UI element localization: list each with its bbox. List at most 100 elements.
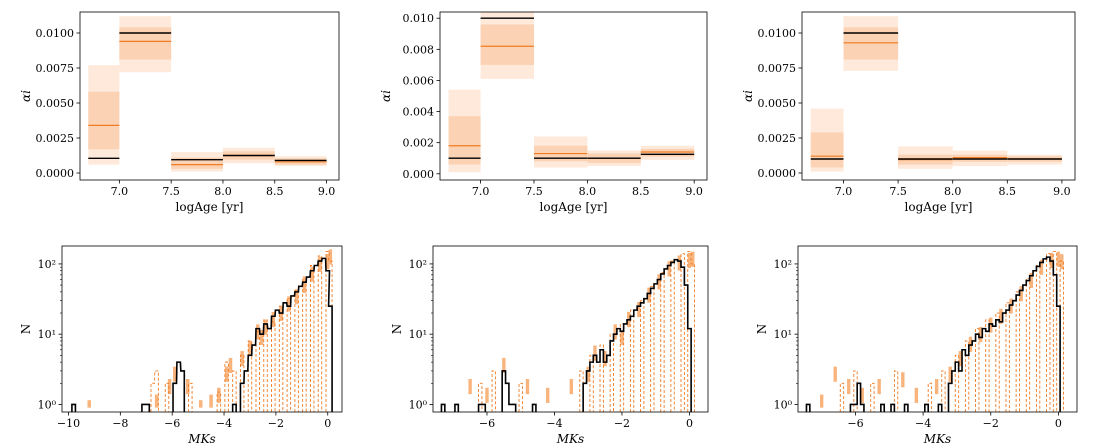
hist-band-bar bbox=[198, 400, 203, 408]
hist-band-bar bbox=[593, 345, 597, 361]
hist-band-bar bbox=[287, 296, 291, 312]
hist-band-bar bbox=[1056, 251, 1061, 267]
magnitude-histogram-panel-left: −10 −8 −6 −4 −2 0 10⁰ 10¹ 10² MKs N bbox=[19, 245, 343, 446]
y-axis-label: αi bbox=[19, 90, 33, 102]
inner-credible-band bbox=[171, 157, 223, 169]
axes-frame bbox=[797, 245, 1078, 413]
hist-band-bar bbox=[603, 351, 607, 367]
y-tick-label: 0.008 bbox=[403, 43, 435, 56]
hist-band-bar bbox=[647, 287, 651, 303]
x-tick-label: 8.5 bbox=[999, 185, 1017, 198]
y-tick-label: 0.0075 bbox=[36, 62, 75, 75]
x-axis-label: MKs bbox=[923, 432, 951, 446]
hist-band-bar bbox=[217, 387, 221, 403]
x-tick-label: 7.0 bbox=[835, 185, 853, 198]
x-tick-label: −6 bbox=[847, 417, 863, 430]
y-axis-label: αi bbox=[379, 90, 393, 102]
hist-sample-dashed bbox=[478, 251, 695, 412]
hist-band-bar bbox=[667, 261, 671, 277]
y-tick-label: 10⁰ bbox=[774, 398, 793, 411]
hist-band-bar bbox=[934, 379, 939, 395]
hist-band-bar bbox=[87, 400, 91, 408]
y-tick-label: 10¹ bbox=[774, 328, 792, 341]
axes-frame bbox=[61, 245, 343, 413]
y-tick-label: 0.0050 bbox=[758, 97, 797, 110]
x-tick-label: 0 bbox=[1055, 417, 1062, 430]
hist-band-bar bbox=[302, 277, 307, 294]
hist-band-bar bbox=[502, 357, 506, 374]
y-tick-label: 10² bbox=[774, 258, 792, 271]
x-tick-label: 9.0 bbox=[318, 185, 336, 198]
hist-band-bar bbox=[999, 308, 1003, 324]
hist-band-bar bbox=[525, 379, 530, 395]
hist-band-bar bbox=[240, 351, 244, 367]
y-tick-label: 10² bbox=[38, 258, 56, 271]
y-tick-label: 0.0025 bbox=[36, 132, 75, 145]
x-tick-label: 9.0 bbox=[685, 185, 703, 198]
y-tick-label: 0.0050 bbox=[36, 97, 75, 110]
y-tick-label: 10¹ bbox=[38, 328, 56, 341]
y-tick-label: 10¹ bbox=[409, 328, 427, 341]
hist-band-bar bbox=[901, 372, 905, 388]
x-tick-label: −2 bbox=[268, 417, 284, 430]
hist-band-bar bbox=[310, 266, 314, 282]
magnitude-histogram-panel-right: −6 −4 −2 0 10⁰ 10¹ 10² MKs N bbox=[755, 245, 1078, 446]
hist-band-bar bbox=[860, 387, 864, 403]
y-axis-label: N bbox=[19, 324, 33, 335]
inner-credible-band bbox=[810, 132, 844, 168]
hist-band-bar bbox=[255, 324, 260, 340]
hist-truth-step bbox=[805, 256, 1061, 412]
x-tick-label: −8 bbox=[112, 417, 128, 430]
x-tick-label: −2 bbox=[983, 417, 999, 430]
y-axis-label: N bbox=[755, 324, 769, 335]
hist-band-bar bbox=[586, 366, 590, 382]
hist-band-bar bbox=[271, 311, 276, 328]
x-tick-label: 9.0 bbox=[1053, 185, 1071, 198]
x-tick-label: −6 bbox=[479, 417, 495, 430]
hist-band-bar bbox=[1009, 298, 1013, 314]
hist-band-bar bbox=[485, 387, 489, 403]
hist-band-bar bbox=[185, 379, 190, 395]
y-tick-label: 0.0100 bbox=[758, 27, 797, 40]
x-tick-label: 7.5 bbox=[889, 185, 907, 198]
y-tick-label: 10² bbox=[409, 258, 427, 271]
hist-band-bar bbox=[948, 366, 952, 382]
inner-credible-band bbox=[480, 24, 534, 65]
hist-band-bar bbox=[569, 379, 574, 395]
hist-band-bar bbox=[691, 251, 695, 267]
hist-band-bar bbox=[1019, 286, 1023, 302]
x-tick-label: 8.0 bbox=[579, 185, 597, 198]
hist-band-bar bbox=[546, 387, 550, 403]
hist-band-bar bbox=[263, 319, 268, 335]
x-tick-label: −6 bbox=[164, 417, 180, 430]
y-tick-label: 0.0025 bbox=[758, 132, 797, 145]
hist-band-bar bbox=[154, 394, 159, 408]
hist-band-bar bbox=[167, 379, 172, 395]
inner-credible-band bbox=[88, 91, 120, 150]
hist-band-bar bbox=[1060, 254, 1064, 270]
x-tick-label: 0 bbox=[324, 417, 331, 430]
x-axis-label: MKs bbox=[187, 432, 215, 446]
hist-band-bar bbox=[1029, 272, 1034, 288]
y-tick-label: 0.0000 bbox=[36, 167, 75, 180]
inner-credible-band bbox=[448, 116, 481, 165]
y-tick-label: 0.000 bbox=[403, 168, 435, 181]
y-tick-label: 10⁰ bbox=[409, 398, 428, 411]
inner-credible-band bbox=[640, 148, 695, 157]
y-axis-label: N bbox=[390, 324, 404, 335]
hist-band-bar bbox=[325, 254, 330, 270]
hist-band-bar bbox=[613, 324, 617, 340]
y-tick-label: 0.006 bbox=[403, 74, 435, 87]
hist-truth-step bbox=[71, 257, 333, 412]
hist-band-bar bbox=[209, 394, 213, 408]
age-posterior-panel-right: 7.0 7.5 8.0 8.5 9.0 0.0000 0.0025 0.0050 0.0075 0… bbox=[741, 11, 1076, 214]
hist-band-bar bbox=[687, 252, 692, 269]
hist-band-bar bbox=[877, 379, 881, 395]
hist-band-bar bbox=[468, 379, 472, 395]
hist-band-bar bbox=[833, 366, 837, 382]
x-tick-label: −4 bbox=[216, 417, 232, 430]
x-tick-label: 7.0 bbox=[472, 185, 490, 198]
x-tick-label: 8.5 bbox=[632, 185, 650, 198]
hist-band-bar bbox=[620, 329, 624, 346]
